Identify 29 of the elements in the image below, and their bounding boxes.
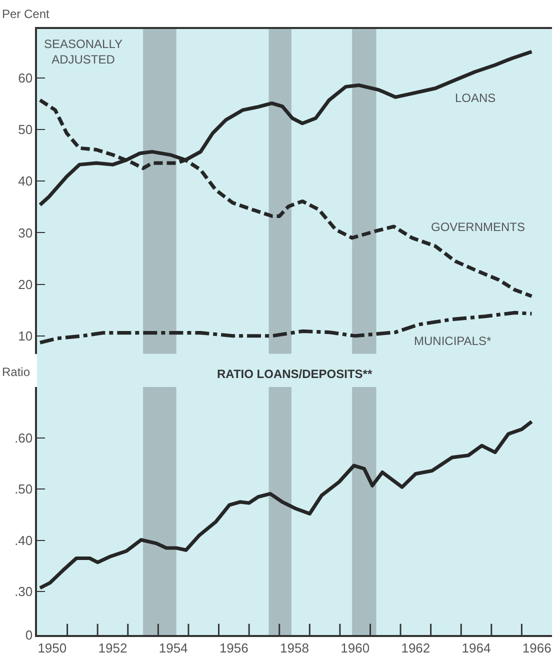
y-tick-label: 40 bbox=[18, 174, 33, 189]
x-tick-label: 1966 bbox=[522, 640, 552, 656]
series-label: GOVERNMENTS bbox=[431, 220, 526, 234]
annotation: SEASONALLY ADJUSTED bbox=[44, 37, 122, 67]
y-axis-title: Per Cent bbox=[2, 7, 50, 21]
y-tick-label: .60 bbox=[14, 430, 33, 446]
x-tick-label: 1956 bbox=[219, 640, 248, 656]
line-series bbox=[38, 420, 534, 590]
y-tick-label: .40 bbox=[14, 532, 33, 548]
x-tick-label: 1958 bbox=[280, 640, 309, 656]
line-series bbox=[38, 310, 534, 344]
x-tick-label: 1960 bbox=[340, 640, 370, 656]
series-label: LOANS bbox=[455, 91, 496, 105]
y-tick-label: 30 bbox=[18, 225, 33, 240]
y-tick-label: .50 bbox=[14, 482, 33, 497]
x-tick-label: 1962 bbox=[401, 640, 430, 656]
series-label: MUNICIPALS* bbox=[414, 334, 492, 348]
x-tick-label: 1950 bbox=[38, 640, 67, 656]
y-axis-title: Ratio bbox=[2, 365, 30, 379]
x-tick-label: 1954 bbox=[158, 640, 188, 656]
y-tick-label: 60 bbox=[18, 70, 33, 86]
x-tick-label: 1964 bbox=[462, 640, 491, 656]
y-tick-label: 20 bbox=[18, 276, 33, 292]
y-tick-label: 0 bbox=[25, 628, 33, 643]
y-tick-label: 10 bbox=[18, 328, 33, 344]
y-tick-label: 50 bbox=[18, 122, 33, 138]
x-tick-label: 1952 bbox=[98, 640, 128, 656]
chart-title: RATIO LOANS/DEPOSITS** bbox=[217, 367, 372, 381]
y-tick-label: .30 bbox=[14, 584, 33, 600]
